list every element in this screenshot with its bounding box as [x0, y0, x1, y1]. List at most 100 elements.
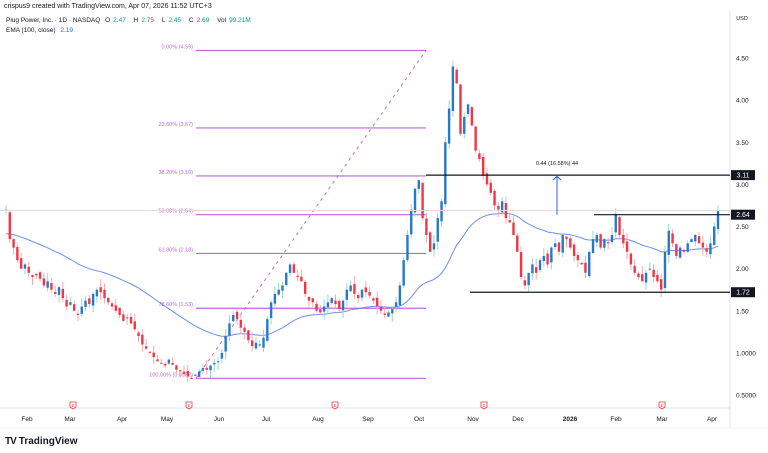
candle-body	[258, 344, 261, 346]
time-tick: Nov	[467, 416, 479, 423]
candle-body	[667, 230, 670, 255]
candle-body	[303, 281, 307, 294]
time-axis[interactable]: Feb Mar Apr May Jun Jul Aug Sep Oct Nov Dec 2026 Feb…	[21, 401, 718, 423]
candle-body	[27, 266, 30, 273]
candle-body	[440, 201, 443, 222]
candle-body	[402, 260, 405, 286]
candle-body	[266, 319, 269, 341]
candle-body	[57, 287, 61, 295]
earnings-shield	[69, 401, 77, 410]
candle-body	[228, 323, 231, 336]
candle-body	[182, 371, 186, 374]
earnings-shield	[480, 401, 488, 410]
candle-body	[428, 232, 432, 252]
fibonacci-retracement[interactable]: 0.00% (4.59) 23.60% (3.67) 38.20% (3.10) 50…	[149, 44, 427, 379]
tradingview-logo[interactable]: TV TradingView	[5, 436, 78, 447]
candle-body	[110, 303, 114, 307]
candle-body	[610, 234, 614, 243]
currency-label: USD	[736, 16, 748, 22]
price-axis[interactable]: 3.11 2.64 1.72 USD 4.50 4.00 3.50 3.00 2.50 2.00 1…	[731, 16, 756, 400]
price-tick: 4.00	[736, 98, 749, 105]
candle-body	[553, 243, 557, 248]
candle-body	[383, 313, 386, 315]
ema-row[interactable]: EMA (100, close) 2.19	[6, 26, 257, 36]
candle-body	[235, 311, 239, 320]
candle-body	[148, 351, 152, 353]
candle-body	[213, 362, 216, 365]
candle-body	[224, 336, 227, 352]
candle-body	[451, 66, 455, 111]
candle-body	[84, 300, 87, 307]
candle-body	[190, 378, 193, 380]
candle-body	[535, 267, 538, 273]
symbol-title[interactable]: Plug Power, Inc. · 1D · NASDAQ	[6, 17, 101, 24]
time-tick: Sep	[362, 416, 374, 423]
candle-body	[497, 205, 500, 210]
candle-body	[349, 285, 352, 292]
candle-body	[167, 359, 171, 364]
candle-body	[500, 201, 504, 213]
fib-level-label: 23.60% (3.67)	[158, 122, 193, 128]
candle-body	[375, 297, 379, 307]
close-value: C 2.69	[188, 17, 210, 24]
earnings-glyph: E	[71, 403, 74, 408]
candle-body	[50, 283, 53, 290]
earnings-icon[interactable]: E	[658, 401, 666, 410]
candle-body	[326, 302, 330, 308]
candle-body	[269, 302, 273, 319]
candle-body	[406, 234, 409, 261]
candle-body	[254, 342, 258, 349]
time-tick: Oct	[414, 416, 424, 423]
candle-body	[606, 242, 610, 244]
brand-name: TradingView	[18, 436, 78, 447]
candle-body	[690, 239, 693, 243]
earnings-icon[interactable]: E	[480, 401, 488, 410]
price-tick: 0.5000	[736, 393, 756, 400]
candle-body	[565, 236, 568, 240]
candle-body	[273, 293, 277, 304]
candle-body	[713, 226, 716, 246]
earnings-icon[interactable]: E	[185, 401, 193, 410]
time-tick: Dec	[512, 416, 524, 423]
candle-body	[91, 293, 95, 306]
candle-body	[663, 251, 667, 289]
earnings-icon[interactable]: E	[69, 401, 77, 410]
candle-body	[387, 312, 390, 317]
candle-body	[319, 309, 322, 313]
candle-body	[455, 69, 458, 84]
candle-body	[474, 126, 477, 151]
candle-body	[334, 300, 337, 305]
candle-body	[80, 306, 83, 314]
candle-body	[432, 243, 436, 250]
earnings-icon[interactable]: E	[331, 401, 339, 410]
price-tag-bg	[731, 170, 755, 181]
candle-body	[156, 359, 159, 362]
candle-body	[171, 362, 174, 365]
candle-body	[588, 251, 591, 277]
candle-body	[69, 302, 72, 305]
candle-body	[38, 272, 42, 279]
ema-100-line	[5, 212, 719, 337]
candle-body	[163, 363, 167, 366]
candle-body	[179, 370, 182, 372]
ema-value: 2.19	[60, 27, 73, 34]
candle-body	[137, 332, 140, 337]
price-tag: 1.72	[731, 287, 755, 298]
candle-body	[315, 303, 318, 311]
candle-body	[550, 247, 553, 263]
candle-body	[580, 262, 583, 265]
candle-body	[459, 84, 462, 134]
candle-body	[413, 188, 417, 213]
candle-body	[141, 334, 144, 345]
candle-body	[584, 262, 587, 273]
fib-level-label: 61.80% (2.18)	[158, 247, 193, 253]
low-value: L 2.45	[161, 17, 182, 24]
candle-body	[546, 253, 549, 265]
candle-body	[508, 220, 511, 223]
horizontal-lines[interactable]: 0.44 (16.58%) 44	[0, 161, 730, 293]
candle-body	[201, 368, 205, 371]
candle-body	[262, 337, 265, 348]
candle-body	[125, 317, 129, 319]
candle-body	[678, 247, 682, 258]
